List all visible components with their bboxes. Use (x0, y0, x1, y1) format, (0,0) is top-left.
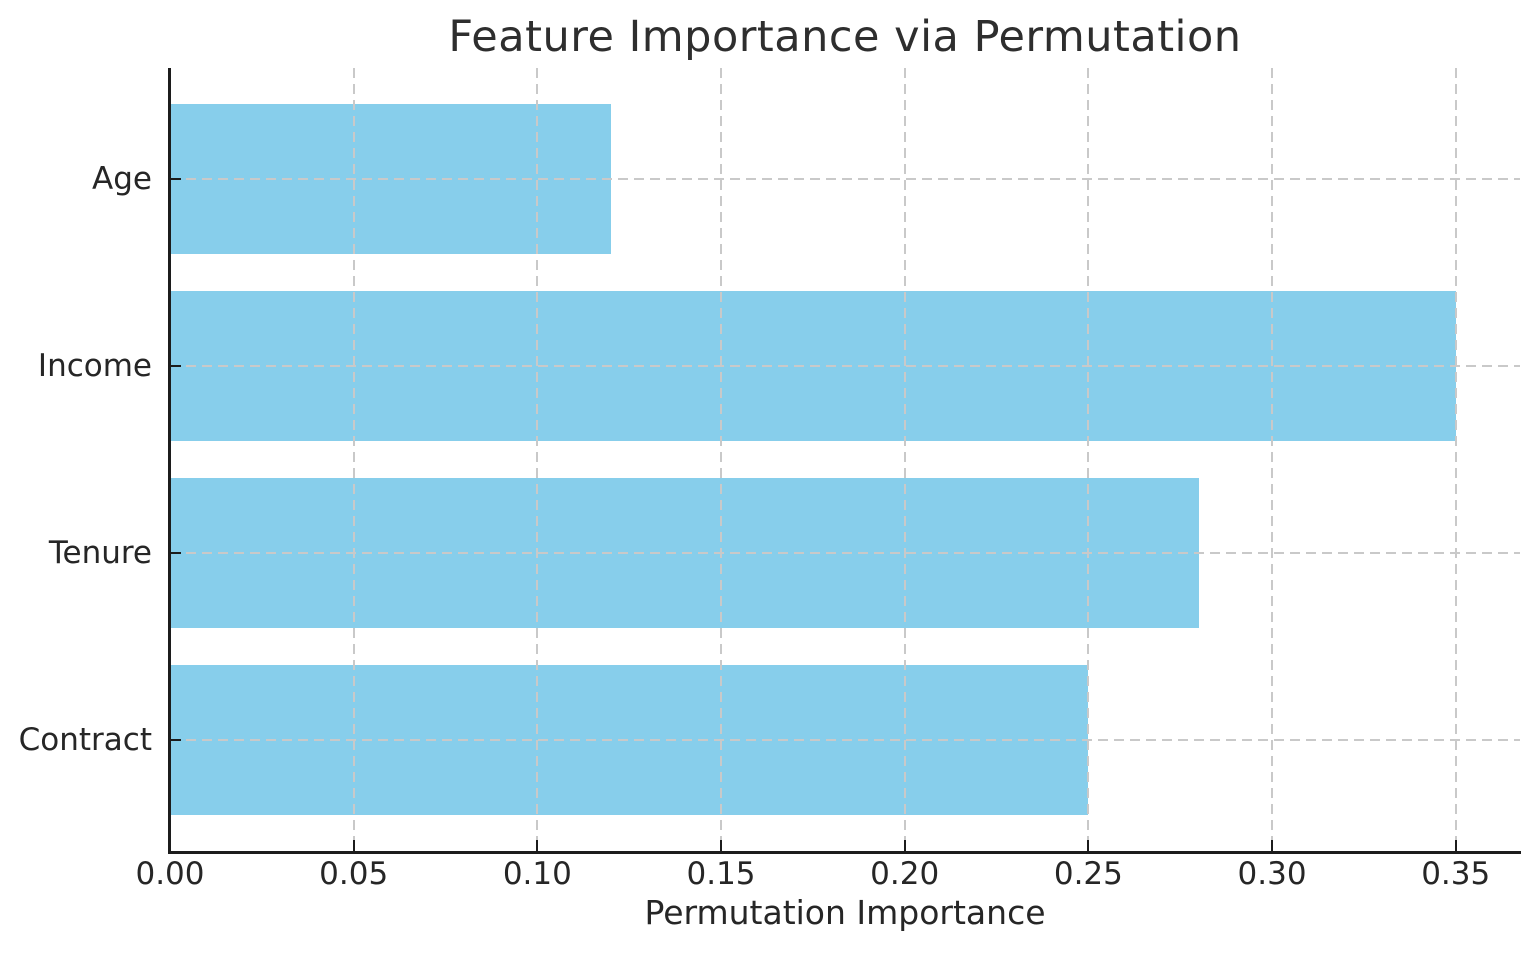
y-tick-label: Income (37, 347, 152, 384)
x-tick-label: 0.30 (1237, 856, 1307, 892)
x-tick-mark (352, 840, 355, 851)
x-gridline (536, 68, 539, 851)
x-gridline (352, 68, 355, 851)
chart-title: Feature Importance via Permutation (448, 12, 1242, 62)
y-axis-spine (168, 68, 171, 854)
x-tick-mark (903, 840, 906, 851)
x-tick-label: 0.00 (135, 856, 205, 892)
y-tick-mark (170, 552, 181, 555)
x-tick-mark (1454, 840, 1457, 851)
x-tick-label: 0.05 (319, 856, 389, 892)
x-tick-label: 0.20 (870, 856, 940, 892)
y-gridline (170, 177, 1520, 180)
y-tick-label: Contract (18, 722, 152, 759)
x-tick-mark (1271, 840, 1274, 851)
x-tick-label: 0.25 (1053, 856, 1123, 892)
x-tick-mark (1087, 840, 1090, 851)
y-tick-mark (170, 364, 181, 367)
plot-area (168, 68, 1521, 854)
x-gridline (1454, 68, 1457, 851)
x-gridline (720, 68, 723, 851)
x-tick-mark (169, 840, 171, 851)
x-tick-mark (536, 840, 539, 851)
y-tick-label: Tenure (48, 535, 152, 572)
y-tick-label: Age (92, 160, 152, 197)
x-tick-label: 0.10 (502, 856, 572, 892)
y-gridline (170, 552, 1520, 555)
x-tick-label: 0.35 (1421, 856, 1491, 892)
x-axis-label: Permutation Importance (644, 893, 1046, 932)
x-tick-label: 0.15 (686, 856, 756, 892)
y-gridline (170, 364, 1520, 367)
x-axis-spine (168, 851, 1521, 854)
x-tick-mark (720, 840, 723, 851)
x-gridline (1087, 68, 1090, 851)
y-tick-mark (170, 177, 181, 180)
x-gridline (903, 68, 906, 851)
x-gridline (1271, 68, 1274, 851)
y-tick-mark (170, 739, 181, 742)
y-gridline (170, 739, 1520, 742)
